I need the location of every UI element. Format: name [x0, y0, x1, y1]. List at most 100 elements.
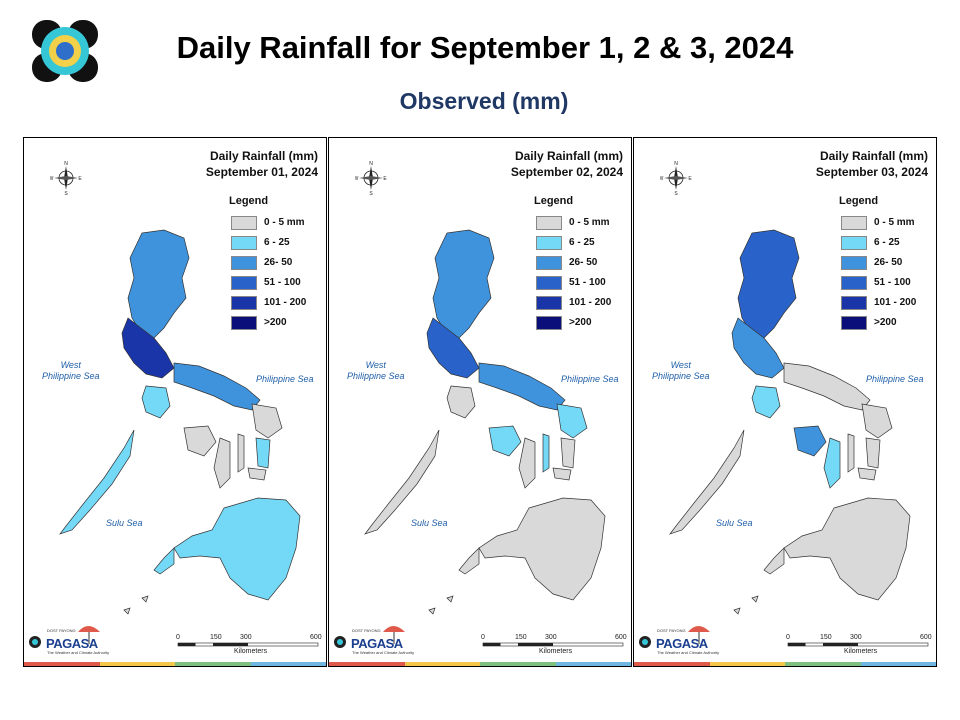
compass-rose-icon: N S W E: [659, 160, 693, 201]
brand-color-segment: [404, 662, 480, 666]
legend-swatch: [231, 296, 257, 310]
province-region: [542, 433, 550, 473]
legend-label: 26- 50: [569, 257, 598, 268]
province-region: [669, 429, 745, 535]
pagasa-brand-logo: DOST PAYONG PAGASA The Weather and Climate…: [636, 622, 719, 658]
province-region: [127, 229, 190, 339]
legend-swatch: [231, 216, 257, 230]
legend-label: 26- 50: [264, 257, 293, 268]
panel-title-line1: Daily Rainfall (mm): [514, 149, 623, 163]
province-region: [458, 547, 480, 575]
legend-swatch: [231, 256, 257, 270]
sea-label-philippine: Philippine Sea: [866, 374, 924, 384]
province-region: [751, 385, 781, 419]
province-region: [446, 595, 454, 603]
province-region: [255, 437, 271, 469]
province-region: [733, 607, 741, 615]
province-region: [153, 547, 175, 575]
province-region: [560, 437, 576, 469]
legend-swatch: [536, 316, 562, 330]
legend-swatch: [536, 276, 562, 290]
compass-e-label: E: [78, 176, 82, 182]
pagasa-logo: [30, 18, 100, 84]
province-region: [121, 317, 175, 379]
sea-label-sulu: Sulu Sea: [411, 518, 448, 528]
brand-color-segment: [634, 662, 710, 666]
province-region: [857, 467, 877, 481]
brand-color-segment: [785, 662, 861, 666]
province-region: [426, 317, 480, 379]
map-canvas: [59, 229, 301, 615]
legend-label: 101 - 200: [874, 297, 917, 308]
province-region: [247, 467, 267, 481]
brand-color-segment: [860, 662, 936, 666]
compass-e-label: E: [383, 176, 387, 182]
compass-s-label: S: [674, 191, 678, 196]
pagasa-brand-logo: DOST PAYONG PAGASA The Weather and Climate…: [26, 622, 109, 658]
province-region: [123, 607, 131, 615]
scale-bar: 0 150 300 600 Kilometers: [784, 634, 934, 661]
legend-swatch: [841, 256, 867, 270]
legend-label: 101 - 200: [264, 297, 307, 308]
compass-rose-icon: N S W E: [49, 160, 83, 201]
scale-tick-label: 0: [176, 634, 180, 641]
scale-tick-label: 600: [310, 634, 322, 641]
legend-swatch: [231, 316, 257, 330]
province-region: [488, 425, 522, 457]
legend-swatch: [231, 236, 257, 250]
brand-color-bar: [329, 662, 631, 666]
scale-tick-label: 150: [820, 634, 832, 641]
legend-swatch: [841, 236, 867, 250]
province-region: [823, 437, 841, 489]
legend-title: Legend: [229, 195, 269, 207]
scale-bar: 0 150 300 600 Kilometers: [479, 634, 629, 661]
province-region: [364, 429, 440, 535]
compass-n-label: N: [369, 161, 373, 167]
pagasa-brand-logo: DOST PAYONG PAGASA The Weather and Climate…: [331, 622, 414, 658]
province-region: [861, 403, 893, 439]
province-region: [173, 362, 261, 411]
sea-label-west-philippine: West Philippine Sea: [347, 360, 405, 381]
legend-swatch: [536, 236, 562, 250]
legend-label: 0 - 5 mm: [569, 217, 610, 228]
province-region: [141, 385, 171, 419]
province-region: [865, 437, 881, 469]
legend-swatch: [231, 276, 257, 290]
province-region: [478, 362, 566, 411]
panel-title: Daily Rainfall (mm) September 02, 2024: [511, 148, 623, 180]
sea-label-philippine: Philippine Sea: [256, 374, 314, 384]
legend-swatch: [536, 296, 562, 310]
brand-small-text: DOST PAYONG: [657, 628, 686, 633]
legend-label: 51 - 100: [264, 277, 301, 288]
legend-label: 101 - 200: [569, 297, 612, 308]
province-region: [731, 317, 785, 379]
legend-swatch: [841, 296, 867, 310]
scale-bar: 0 150 300 600 Kilometers: [174, 634, 324, 661]
legend-swatch: [841, 316, 867, 330]
compass-n-label: N: [64, 161, 68, 167]
legend-label: 51 - 100: [569, 277, 606, 288]
brand-color-segment: [555, 662, 631, 666]
scale-tick-label: 300: [240, 634, 252, 641]
legend-label: 6 - 25: [264, 237, 290, 248]
legend-label: >200: [569, 317, 592, 328]
rainfall-map-sep-02: Daily Rainfall (mm) September 02, 2024 Leg…: [328, 137, 632, 667]
scale-unit-label: Kilometers: [234, 648, 268, 655]
panel-title-date: September 01, 2024: [205, 165, 318, 179]
compass-n-label: N: [674, 161, 678, 167]
legend-title: Legend: [534, 195, 574, 207]
legend-label: 6 - 25: [569, 237, 595, 248]
legend-swatch: [536, 256, 562, 270]
scale-unit-label: Kilometers: [539, 648, 573, 655]
sea-label-west-philippine: West Philippine Sea: [42, 360, 100, 381]
page-title: Daily Rainfall for September 1, 2 & 3, 2…: [176, 30, 794, 65]
province-region: [783, 497, 911, 601]
brand-name: PAGASA: [351, 636, 403, 651]
legend-label: 6 - 25: [874, 237, 900, 248]
province-region: [751, 595, 759, 603]
province-region: [847, 433, 855, 473]
brand-color-segment: [175, 662, 251, 666]
province-region: [552, 467, 572, 481]
brand-color-segment: [329, 662, 405, 666]
scale-tick-label: 600: [920, 634, 932, 641]
